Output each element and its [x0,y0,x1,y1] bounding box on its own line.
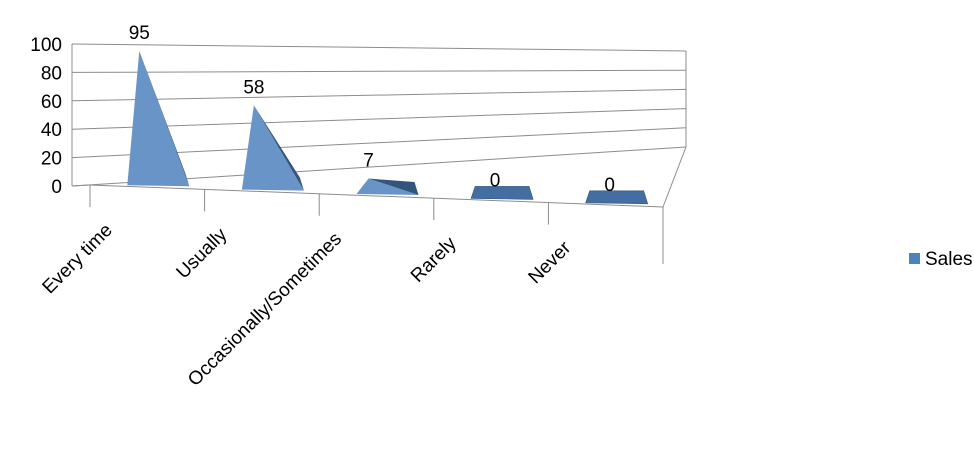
data-label: 58 [243,77,264,98]
category-label: Usually [173,224,232,283]
data-label: 0 [604,175,615,196]
x-axis-line [89,184,664,208]
gridline [71,108,687,130]
legend: Sales [909,249,973,270]
data-label: 7 [363,151,374,172]
axes [71,146,687,264]
gridline [71,43,687,52]
data-label: 95 [129,23,150,44]
pyramid-bar [127,50,190,187]
y-tick-label: 100 [30,35,62,56]
y-tick-label: 20 [41,149,62,170]
pyramid-base [585,190,649,205]
category-label: Rarely [407,233,461,287]
gridline [71,88,687,102]
pyramid-base [470,186,534,200]
gridline [71,69,687,73]
y-tick-label: 40 [41,120,62,141]
y-tick-label: 80 [41,63,62,84]
pyramid-bar [585,190,649,205]
pyramid-side-face [368,178,419,195]
data-label: 0 [490,170,501,191]
pyramid-front-face [127,50,190,187]
y-axis-base [71,184,91,187]
y-tick-label: 0 [51,177,62,198]
pyramid-front-face [241,105,304,191]
pyramid-series [127,50,649,205]
category-label: Never [525,237,576,288]
data-labels: 95 58 7 0 0 [129,23,615,196]
pyramid-bar [356,178,419,195]
pyramid-side-face [139,50,190,187]
pyramid-front-face [356,178,419,195]
y-tick-label: 60 [41,92,62,113]
legend-label-sales: Sales [925,249,973,270]
pyramid-side-face [253,105,304,191]
pyramid-bar [470,186,534,200]
category-label: Every time [39,220,117,298]
y-axis-tick-labels: 0 20 40 60 80 100 [30,35,62,198]
pyramid-bar [241,105,304,191]
legend-swatch-sales [909,253,920,264]
floor-right-edge [662,146,687,208]
